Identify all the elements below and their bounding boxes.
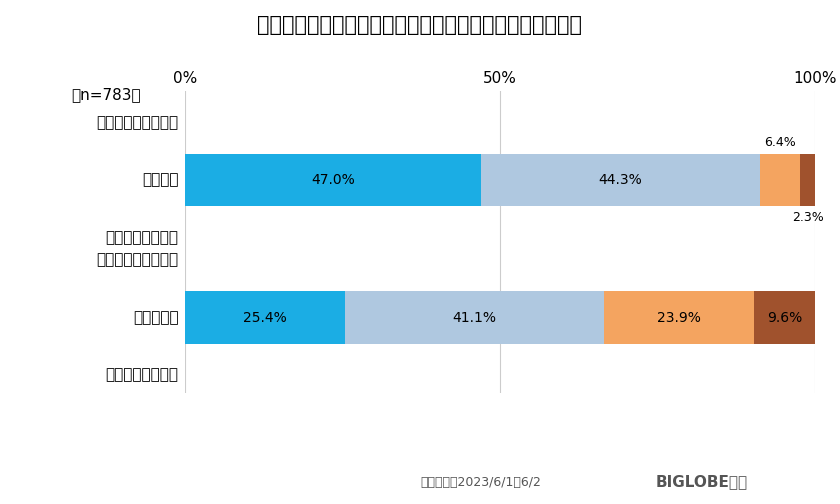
Text: （n=783）: （n=783） [71, 87, 141, 102]
Text: 25.4%: 25.4% [243, 310, 286, 325]
Bar [801, 154, 815, 206]
Text: 6.4%: 6.4% [764, 136, 796, 149]
Text: 47.0%: 47.0% [311, 173, 354, 187]
Text: 昨今の物価上昇にともない対策を考えている（している）: 昨今の物価上昇にともない対策を考えている（している） [258, 15, 582, 35]
Bar [754, 291, 815, 344]
Text: 2.3%: 2.3% [791, 211, 823, 224]
Text: 23.9%: 23.9% [657, 310, 701, 325]
Bar [345, 291, 604, 344]
Text: 収入を増やすことを: 収入を増やすことを [97, 253, 179, 268]
Bar [760, 154, 801, 206]
Bar [604, 291, 754, 344]
Bar [480, 154, 760, 206]
Text: 調査期間：2023/6/1～6/2: 調査期間：2023/6/1～6/2 [420, 476, 541, 489]
Text: 節約をすることを考: 節約をすることを考 [97, 115, 179, 130]
Bar [185, 154, 480, 206]
Text: 44.3%: 44.3% [599, 173, 643, 187]
Text: （節約している）: （節約している） [106, 230, 179, 245]
Text: 41.1%: 41.1% [452, 310, 496, 325]
Text: BIGLOBE調べ: BIGLOBE調べ [655, 474, 748, 489]
Text: 考えている: 考えている [133, 310, 179, 325]
Text: えている: えている [142, 172, 179, 187]
Text: （増やしている）: （増やしている） [106, 367, 179, 383]
Text: 9.6%: 9.6% [767, 310, 802, 325]
Bar [185, 291, 345, 344]
